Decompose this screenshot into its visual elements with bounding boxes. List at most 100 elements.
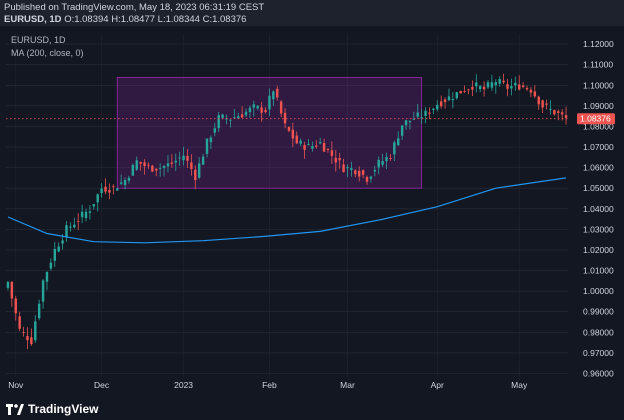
candle	[108, 183, 111, 200]
candle	[373, 165, 377, 177]
candle	[475, 74, 478, 93]
y-tick: 0.96000	[583, 369, 614, 379]
candle	[525, 85, 529, 91]
candle	[334, 150, 337, 172]
x-axis: Nov Dec 2023 Feb Mar Apr May	[8, 380, 528, 390]
candle	[533, 85, 537, 98]
candle	[518, 75, 521, 91]
candle	[217, 111, 220, 132]
candle	[127, 175, 131, 184]
y-tick: 1.07000	[583, 142, 614, 152]
candle	[252, 100, 256, 117]
y-tick: 1.11000	[583, 60, 613, 70]
candle	[311, 141, 314, 152]
candle	[209, 135, 213, 149]
candle	[315, 140, 318, 149]
y-tick: 1.04000	[583, 204, 614, 214]
candle	[330, 141, 334, 164]
candle	[279, 100, 283, 118]
y-tick: 1.01000	[583, 266, 614, 276]
candle	[240, 106, 244, 118]
y-tick: 0.99000	[583, 307, 614, 317]
candle	[397, 131, 400, 146]
y-axis: 1.12000 1.11000 1.10000 1.09000 1.08000 1.070…	[583, 39, 614, 378]
candle	[443, 97, 447, 109]
candle	[10, 281, 14, 307]
candle	[412, 111, 416, 121]
candles	[6, 73, 568, 350]
candle	[369, 175, 373, 183]
candle	[186, 148, 189, 168]
candle	[155, 168, 158, 177]
y-tick-label: 1.07000	[583, 142, 614, 152]
candle	[248, 105, 252, 118]
y-tick: 0.97000	[583, 348, 614, 358]
candle	[76, 213, 80, 231]
published-info: Published on TradingView.com, May 18, 20…	[4, 2, 265, 13]
y-tick-label: 1.01000	[583, 266, 614, 276]
y-tick-label: 1.05000	[583, 183, 614, 193]
candle	[307, 139, 310, 146]
y-tick-label: 1.04000	[583, 204, 614, 214]
y-tick-label: 1.02000	[583, 245, 614, 255]
candle	[299, 138, 302, 146]
candle	[18, 311, 21, 331]
footer-bar	[0, 396, 624, 420]
candle	[514, 76, 517, 91]
price-chart[interactable]: 1.12000 1.11000 1.10000 1.09000 1.08000 1.070…	[0, 26, 624, 396]
candle	[272, 90, 275, 106]
candle	[482, 81, 486, 97]
candle	[350, 161, 353, 177]
candle	[346, 164, 349, 178]
candle	[268, 88, 271, 116]
y-tick-label: 1.06000	[583, 163, 614, 173]
candle	[498, 76, 501, 87]
candle	[34, 315, 37, 343]
candle	[6, 280, 10, 291]
symbol-timeframe: EURUSD, 1D	[4, 14, 62, 25]
y-tick-label: 0.97000	[583, 348, 614, 358]
candle	[361, 169, 365, 179]
candle	[166, 154, 170, 173]
candle	[139, 161, 142, 171]
candle	[291, 122, 295, 148]
candle	[73, 217, 76, 229]
candle	[342, 158, 345, 173]
candle	[303, 141, 306, 159]
candle	[256, 104, 259, 111]
y-tick-label: 0.96000	[583, 369, 614, 379]
brand-name: TradingView	[28, 402, 99, 416]
candle	[197, 157, 201, 180]
candle	[529, 87, 533, 98]
x-tick-label: 2023	[174, 380, 193, 390]
candle	[213, 122, 217, 137]
x-tick-label: Nov	[8, 380, 24, 390]
x-tick-label: Dec	[94, 380, 110, 390]
candle	[549, 100, 552, 115]
candle	[178, 151, 181, 166]
candle	[400, 125, 404, 140]
candle	[147, 162, 150, 169]
candle	[100, 183, 103, 198]
y-tick: 1.12000	[583, 39, 614, 49]
candle	[541, 99, 544, 114]
candle	[436, 100, 439, 112]
y-tick: 1.08000	[583, 121, 614, 131]
candle	[564, 106, 568, 125]
y-tick: 1.00000	[583, 286, 614, 296]
candle	[151, 164, 154, 173]
candle	[37, 299, 41, 321]
legend-symbol: EURUSD, 1D	[11, 35, 66, 45]
candle	[194, 165, 197, 190]
candle	[96, 193, 99, 212]
candle	[287, 126, 291, 133]
candle	[158, 163, 162, 177]
candle	[237, 112, 240, 119]
candle	[143, 159, 146, 175]
candle	[486, 80, 490, 89]
tradingview-logo-icon	[6, 404, 24, 416]
candle	[377, 156, 380, 175]
symbol-ohlc-line: EURUSD, 1D O:1.08394 H:1.08477 L:1.08344…	[4, 14, 246, 25]
candle	[502, 73, 505, 85]
candle	[381, 153, 384, 168]
